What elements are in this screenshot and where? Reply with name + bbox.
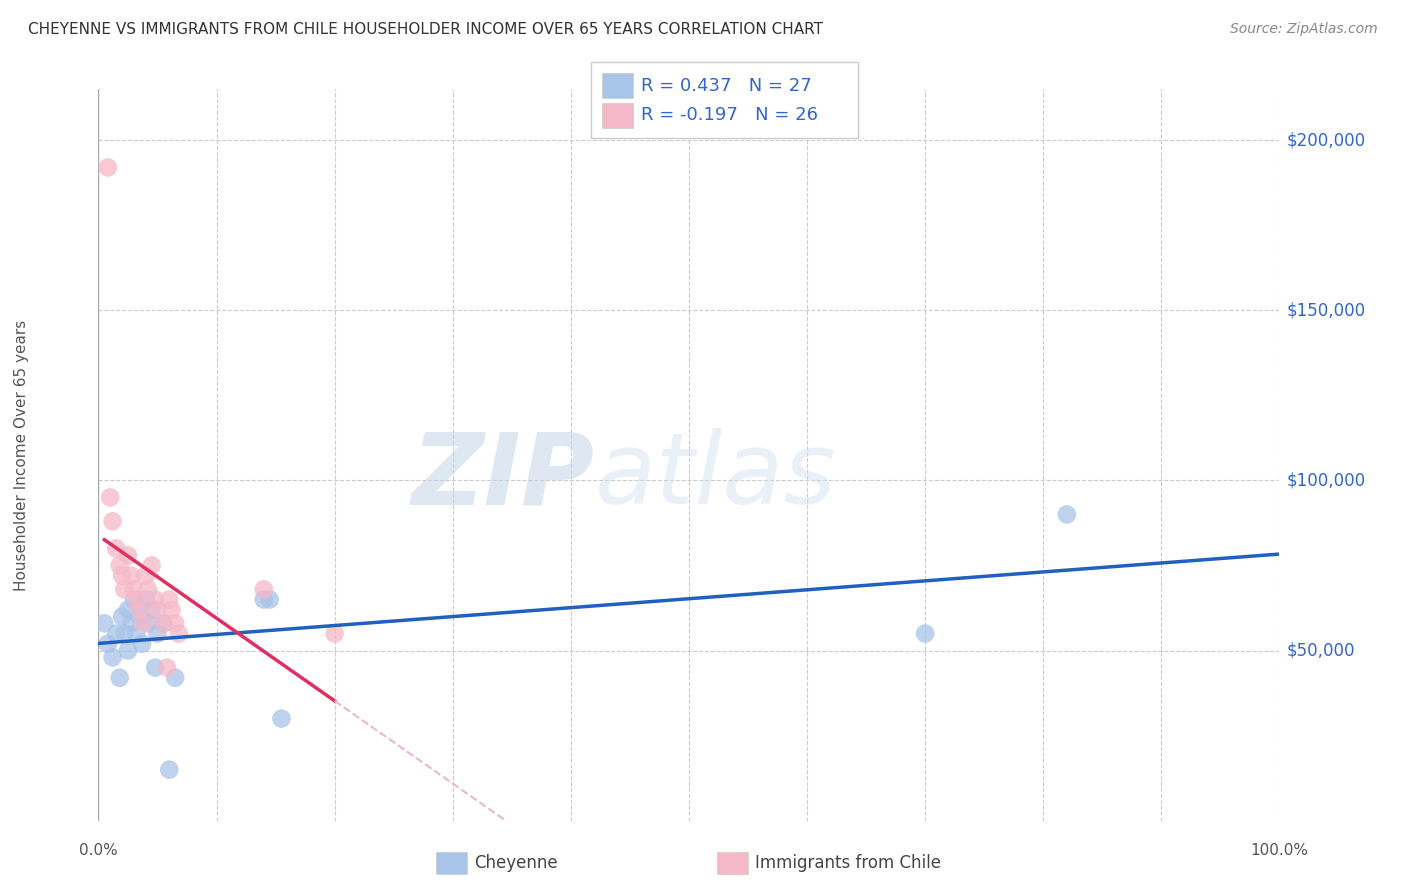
Point <box>108 671 131 685</box>
Point <box>143 592 166 607</box>
Point <box>135 568 157 582</box>
Point <box>141 558 163 573</box>
Point <box>136 582 159 597</box>
Text: $100,000: $100,000 <box>1286 472 1365 490</box>
Point <box>143 660 166 674</box>
Point <box>131 637 153 651</box>
Text: atlas: atlas <box>595 428 837 525</box>
Point <box>125 592 148 607</box>
Point <box>121 568 143 582</box>
Point <box>117 643 139 657</box>
Point <box>111 568 134 582</box>
Point <box>160 603 183 617</box>
Point <box>117 603 139 617</box>
Point <box>105 541 128 556</box>
Point <box>165 671 187 685</box>
Point <box>914 626 936 640</box>
Text: $150,000: $150,000 <box>1286 301 1365 319</box>
Point <box>112 626 135 640</box>
Point <box>146 626 169 640</box>
Point <box>253 592 276 607</box>
Point <box>111 609 134 624</box>
Point <box>146 603 169 617</box>
Point <box>128 603 150 617</box>
Point <box>132 616 155 631</box>
Text: 0.0%: 0.0% <box>79 843 118 858</box>
Text: ZIP: ZIP <box>412 428 595 525</box>
Point <box>156 660 179 674</box>
Point <box>136 616 159 631</box>
Text: Householder Income Over 65 years: Householder Income Over 65 years <box>14 319 28 591</box>
Point <box>122 592 145 607</box>
Point <box>253 582 276 597</box>
Point <box>157 592 180 607</box>
Text: $50,000: $50,000 <box>1286 641 1355 659</box>
Point <box>259 592 281 607</box>
Point <box>128 609 150 624</box>
Text: Immigrants from Chile: Immigrants from Chile <box>755 854 941 872</box>
Text: R = 0.437   N = 27: R = 0.437 N = 27 <box>641 77 811 95</box>
Text: Source: ZipAtlas.com: Source: ZipAtlas.com <box>1230 22 1378 37</box>
Point <box>165 616 187 631</box>
Point <box>98 491 121 505</box>
Point <box>117 549 139 563</box>
Point <box>112 582 135 597</box>
Point <box>1056 508 1078 522</box>
Point <box>122 582 145 597</box>
Text: $200,000: $200,000 <box>1286 131 1365 149</box>
Text: Cheyenne: Cheyenne <box>474 854 557 872</box>
Point <box>152 616 174 631</box>
Text: 100.0%: 100.0% <box>1250 843 1309 858</box>
Point <box>135 592 157 607</box>
Text: CHEYENNE VS IMMIGRANTS FROM CHILE HOUSEHOLDER INCOME OVER 65 YEARS CORRELATION C: CHEYENNE VS IMMIGRANTS FROM CHILE HOUSEH… <box>28 22 823 37</box>
Point <box>101 514 124 528</box>
Point <box>125 626 148 640</box>
Point <box>97 161 120 175</box>
Point <box>167 626 190 640</box>
Point <box>270 712 292 726</box>
Point <box>97 637 120 651</box>
Point <box>152 616 174 631</box>
Point <box>101 650 124 665</box>
Point <box>108 558 131 573</box>
Text: R = -0.197   N = 26: R = -0.197 N = 26 <box>641 106 818 124</box>
Point <box>93 616 115 631</box>
Point <box>157 763 180 777</box>
Point <box>105 626 128 640</box>
Point <box>121 616 143 631</box>
Point <box>323 626 346 640</box>
Point <box>141 603 163 617</box>
